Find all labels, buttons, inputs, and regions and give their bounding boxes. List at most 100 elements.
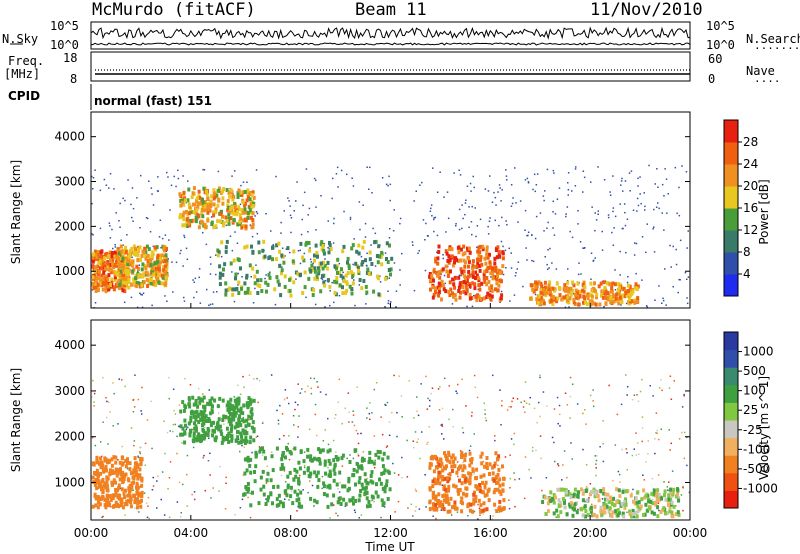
echo-cell (226, 199, 230, 204)
echo-cell (332, 478, 336, 483)
echo-cell (236, 191, 240, 196)
echo-cell (578, 290, 582, 295)
echo-cell (198, 400, 202, 405)
scatter-point (671, 470, 674, 472)
echo-cell (492, 490, 496, 495)
echo-cell (596, 494, 600, 498)
echo-cell (209, 411, 213, 416)
echo-cell (114, 460, 118, 465)
scatter-point (173, 175, 175, 178)
echo-cell (245, 486, 249, 491)
cpid-value: normal (fast) 151 (94, 94, 212, 108)
echo-cell (201, 417, 205, 422)
scatter-point (470, 221, 473, 223)
echo-cell (94, 289, 98, 293)
scatter-point (164, 234, 167, 236)
echo-cell (480, 489, 484, 494)
scatter-point (565, 215, 567, 218)
scatter-point (389, 183, 392, 186)
echo-cell (233, 287, 237, 292)
scatter-point (539, 376, 541, 379)
echo-cell (589, 281, 593, 286)
echo-cell (266, 498, 270, 503)
echo-cell (565, 288, 569, 293)
echo-cell (262, 492, 266, 497)
echo-cell (497, 283, 501, 288)
echo-cell (333, 464, 337, 469)
scatter-point (536, 173, 539, 175)
scatter-point (684, 271, 687, 274)
scatter-point (388, 421, 391, 423)
scatter-point (500, 200, 502, 202)
echo-cell (210, 410, 214, 415)
scatter-point (203, 419, 206, 422)
scatter-point (341, 422, 343, 425)
echo-cell (187, 421, 191, 426)
echo-cell (345, 288, 349, 293)
echo-cell (616, 513, 620, 518)
scatter-point (395, 290, 398, 292)
echo-cell (555, 299, 559, 304)
echo-cell (483, 507, 487, 512)
echo-cell (442, 507, 446, 512)
x-tick-label: 04:00 (174, 526, 209, 540)
echo-cell (674, 512, 678, 517)
scatter-point (590, 181, 592, 183)
scatter-point (406, 476, 409, 478)
echo-cell (356, 265, 360, 270)
echo-cell (351, 281, 355, 286)
scatter-point (455, 390, 457, 392)
scatter-point (658, 438, 660, 441)
echo-cell (135, 481, 139, 486)
echo-cell (456, 259, 460, 263)
echo-cell (477, 294, 481, 299)
echo-cell (428, 274, 432, 279)
echo-cell (247, 414, 251, 419)
echo-cell (124, 280, 128, 285)
echo-cell (608, 506, 612, 511)
scatter-point (401, 476, 403, 479)
echo-cell (238, 212, 242, 217)
echo-cell (95, 276, 99, 281)
echo-cell (96, 282, 100, 287)
echo-cell (202, 410, 206, 415)
echo-cell (250, 412, 254, 417)
echo-cell (634, 510, 638, 515)
echo-cell (378, 477, 381, 482)
scatter-point (654, 452, 656, 455)
echo-cell (642, 513, 645, 517)
echo-cell (364, 284, 368, 289)
echo-cell (610, 498, 614, 503)
scatter-point (384, 306, 386, 308)
scatter-point (416, 396, 418, 398)
scatter-point (337, 186, 339, 188)
scatter-point (296, 510, 298, 512)
echo-cell (387, 268, 391, 272)
echo-cell (96, 264, 100, 269)
echo-cell (140, 274, 144, 279)
echo-cell (631, 508, 635, 513)
echo-cell (358, 476, 362, 481)
scatter-point (288, 402, 290, 405)
scatter-point (576, 403, 579, 405)
echo-cell (623, 505, 627, 510)
echo-cell (109, 267, 113, 272)
scatter-point (179, 515, 182, 518)
scatter-point (637, 442, 639, 444)
echo-cell (357, 498, 361, 503)
echo-cell (160, 253, 164, 258)
echo-cell (292, 249, 296, 254)
scatter-point (674, 166, 677, 169)
echo-cell (100, 495, 104, 500)
echo-cell (179, 409, 183, 414)
scatter-point (352, 457, 355, 460)
echo-cell (581, 498, 585, 503)
echo-cell (242, 419, 246, 424)
scatter-point (479, 218, 482, 221)
scatter-point (510, 438, 513, 440)
echo-cell (583, 489, 587, 493)
echo-cell (383, 489, 387, 494)
scatter-point (505, 267, 507, 269)
echo-cell (464, 493, 468, 498)
scatter-point (564, 306, 567, 308)
